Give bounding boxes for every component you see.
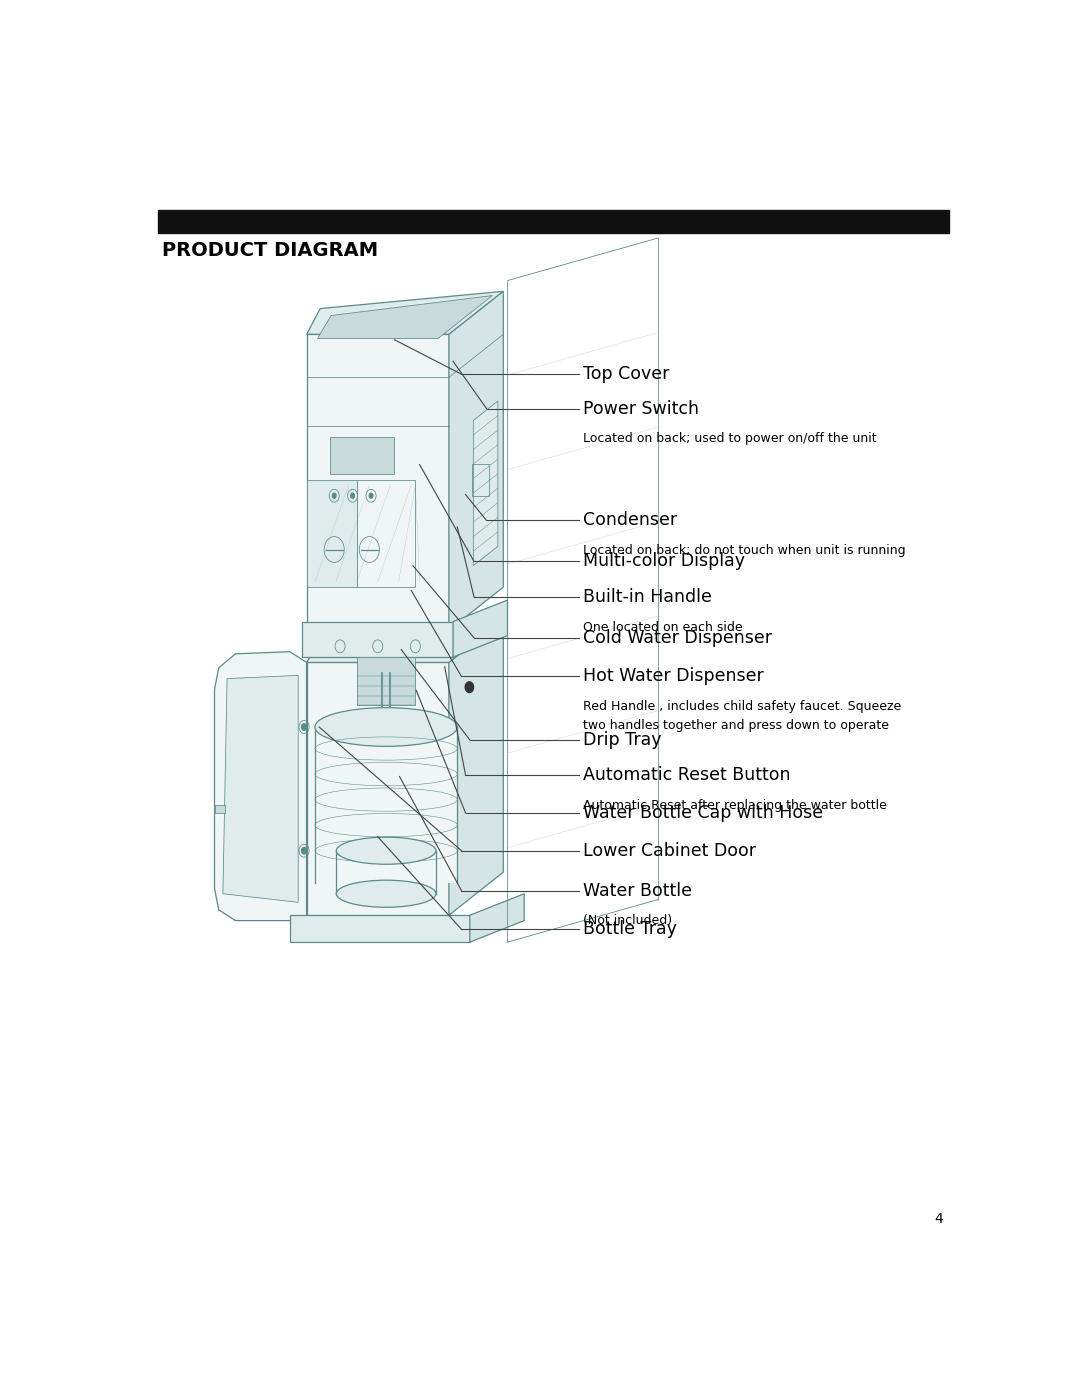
Text: PRODUCT DIAGRAM: PRODUCT DIAGRAM xyxy=(162,240,378,260)
Polygon shape xyxy=(215,652,307,921)
Ellipse shape xyxy=(336,837,436,865)
Text: two handles together and press down to operate: two handles together and press down to o… xyxy=(583,719,889,732)
Text: Power Switch: Power Switch xyxy=(583,400,699,418)
Polygon shape xyxy=(449,292,503,630)
Text: Top Cover: Top Cover xyxy=(583,365,670,383)
Polygon shape xyxy=(356,657,416,705)
Text: One located on each side: One located on each side xyxy=(583,620,742,633)
Text: Red Handle , includes child safety faucet. Squeeze: Red Handle , includes child safety fauce… xyxy=(583,700,901,712)
Text: Located on back; do not touch when unit is running: Located on back; do not touch when unit … xyxy=(583,545,905,557)
Text: Drip Tray: Drip Tray xyxy=(583,731,661,749)
Polygon shape xyxy=(307,334,449,630)
Text: Bottle Tray: Bottle Tray xyxy=(583,921,677,939)
Text: Condenser: Condenser xyxy=(583,511,677,529)
Polygon shape xyxy=(454,601,508,657)
Polygon shape xyxy=(473,401,498,566)
Circle shape xyxy=(350,493,355,499)
Text: Water Bottle: Water Bottle xyxy=(583,882,692,900)
Polygon shape xyxy=(307,479,356,587)
Text: 4: 4 xyxy=(934,1213,943,1227)
Text: Water Bottle Cap with Hose: Water Bottle Cap with Hose xyxy=(583,805,823,821)
Circle shape xyxy=(465,682,473,693)
Text: Automatic Reset after replacing the water bottle: Automatic Reset after replacing the wate… xyxy=(583,799,887,812)
Polygon shape xyxy=(449,619,503,915)
Text: Hot Water Dispenser: Hot Water Dispenser xyxy=(583,668,764,686)
Polygon shape xyxy=(330,437,394,474)
Circle shape xyxy=(301,724,307,731)
Polygon shape xyxy=(307,292,503,334)
Polygon shape xyxy=(307,662,449,915)
Text: (Not included): (Not included) xyxy=(583,914,672,928)
Circle shape xyxy=(368,493,374,499)
Polygon shape xyxy=(307,619,503,662)
Text: Multi-color Display: Multi-color Display xyxy=(583,552,745,570)
Polygon shape xyxy=(470,894,524,942)
Text: Located on back; used to power on/off the unit: Located on back; used to power on/off th… xyxy=(583,432,877,446)
Polygon shape xyxy=(222,675,298,902)
Circle shape xyxy=(332,493,337,499)
Text: Cold Water Dispenser: Cold Water Dispenser xyxy=(583,629,772,647)
Bar xyxy=(159,210,948,233)
Text: Built-in Handle: Built-in Handle xyxy=(583,588,712,606)
Text: Automatic Reset Button: Automatic Reset Button xyxy=(583,767,791,784)
Polygon shape xyxy=(289,915,470,942)
Bar xyxy=(315,726,457,883)
Polygon shape xyxy=(318,296,492,338)
Text: Lower Cabinet Door: Lower Cabinet Door xyxy=(583,842,756,859)
Ellipse shape xyxy=(336,880,436,907)
Ellipse shape xyxy=(315,708,457,746)
Polygon shape xyxy=(356,479,416,587)
Polygon shape xyxy=(215,805,225,813)
Polygon shape xyxy=(302,622,454,657)
Circle shape xyxy=(301,848,307,854)
